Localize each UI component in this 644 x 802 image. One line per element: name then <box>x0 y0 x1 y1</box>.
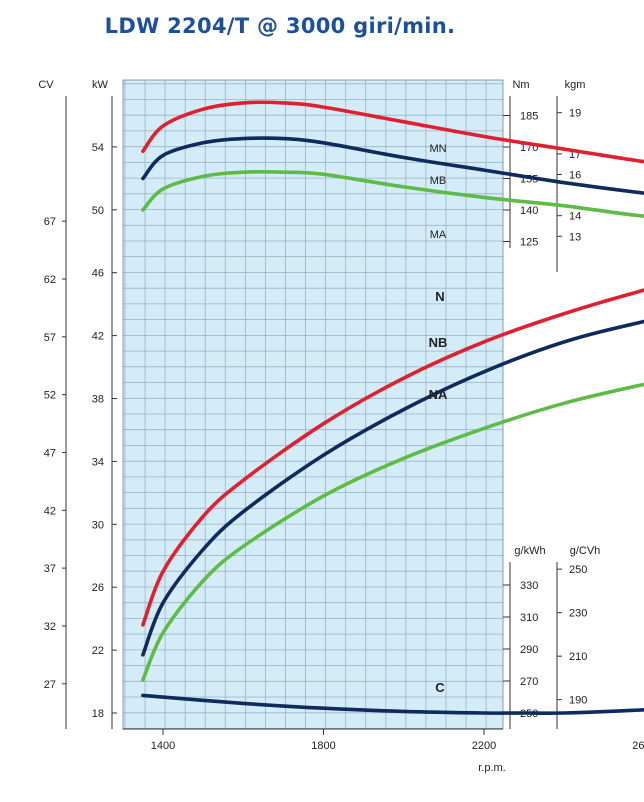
cv-tick-label: 62 <box>44 274 56 286</box>
kw-tick-label: 38 <box>92 394 104 406</box>
gkwh-tick-label: 330 <box>520 580 538 592</box>
nm-tick-label: 185 <box>520 111 538 123</box>
cv-tick-label: 57 <box>44 332 56 344</box>
kgm-tick-label: 14 <box>569 211 581 223</box>
x-tick-label: 2600 <box>632 740 644 752</box>
cv-tick-label: 47 <box>44 447 56 459</box>
curve-n <box>141 288 644 627</box>
curve-nb <box>141 319 644 657</box>
curve-label-nb: NB <box>429 335 448 350</box>
kgm-tick-label: 19 <box>569 108 581 120</box>
kw-tick-label: 26 <box>92 582 104 594</box>
cv-tick-label: 42 <box>44 505 56 517</box>
cv-tick-label: 37 <box>44 563 56 575</box>
curve-na <box>141 382 644 682</box>
x-tick-label: 2200 <box>472 740 496 752</box>
cv-tick-label: 32 <box>44 621 56 633</box>
plot-area <box>123 80 503 729</box>
cv-tick-label: 27 <box>44 679 56 691</box>
kw-tick-label: 18 <box>92 708 104 720</box>
gcvh-tick-label: 230 <box>569 608 587 620</box>
nm-tick-label: 140 <box>520 205 538 217</box>
kgm-tick-label: 16 <box>569 169 581 181</box>
cv-tick-label: 67 <box>44 216 56 228</box>
kw-tick-label: 42 <box>92 331 104 343</box>
x-tick-label: 1400 <box>151 740 175 752</box>
kw-tick-label: 22 <box>92 645 104 657</box>
kw-tick-label: 46 <box>92 268 104 280</box>
curve-label-na: NA <box>429 387 448 402</box>
kgm-tick-label: 13 <box>569 231 581 243</box>
gcvh-tick-label: 190 <box>569 695 587 707</box>
kgm-axis-label: kgm <box>565 79 586 91</box>
gcvh-axis-label: g/CVh <box>570 545 601 557</box>
kw-tick-label: 30 <box>92 519 104 531</box>
gcvh-tick-label: 250 <box>569 564 587 576</box>
gcvh-tick-label: 210 <box>569 651 587 663</box>
curve-c <box>141 693 644 716</box>
curve-mb <box>141 136 644 195</box>
kw-axis-label: kW <box>92 79 109 91</box>
gkwh-tick-label: 290 <box>520 644 538 656</box>
gkwh-axis-label: g/kWh <box>514 545 545 557</box>
x-tick-label: 1800 <box>311 740 335 752</box>
kw-tick-label: 50 <box>92 205 104 217</box>
nm-axis-label: Nm <box>512 79 529 91</box>
curve-label-mn: MN <box>429 143 446 155</box>
curve-mn <box>141 100 644 164</box>
chart-title: LDW 2204/T @ 3000 giri/min. <box>104 14 456 38</box>
kw-tick-label: 34 <box>92 456 104 468</box>
gkwh-tick-label: 310 <box>520 612 538 624</box>
gkwh-tick-label: 270 <box>520 676 538 688</box>
kw-tick-label: 54 <box>92 142 104 154</box>
curve-label-n: N <box>435 289 444 304</box>
curve-label-mb: MB <box>430 175 447 187</box>
nm-tick-label: 125 <box>520 237 538 249</box>
curve-ma <box>141 169 644 219</box>
cv-tick-label: 52 <box>44 390 56 402</box>
x-unit-label: r.p.m. <box>478 762 506 774</box>
cv-axis-label: CV <box>38 79 54 91</box>
curve-label-c: C <box>435 680 445 695</box>
curve-label-ma: MA <box>430 229 447 241</box>
